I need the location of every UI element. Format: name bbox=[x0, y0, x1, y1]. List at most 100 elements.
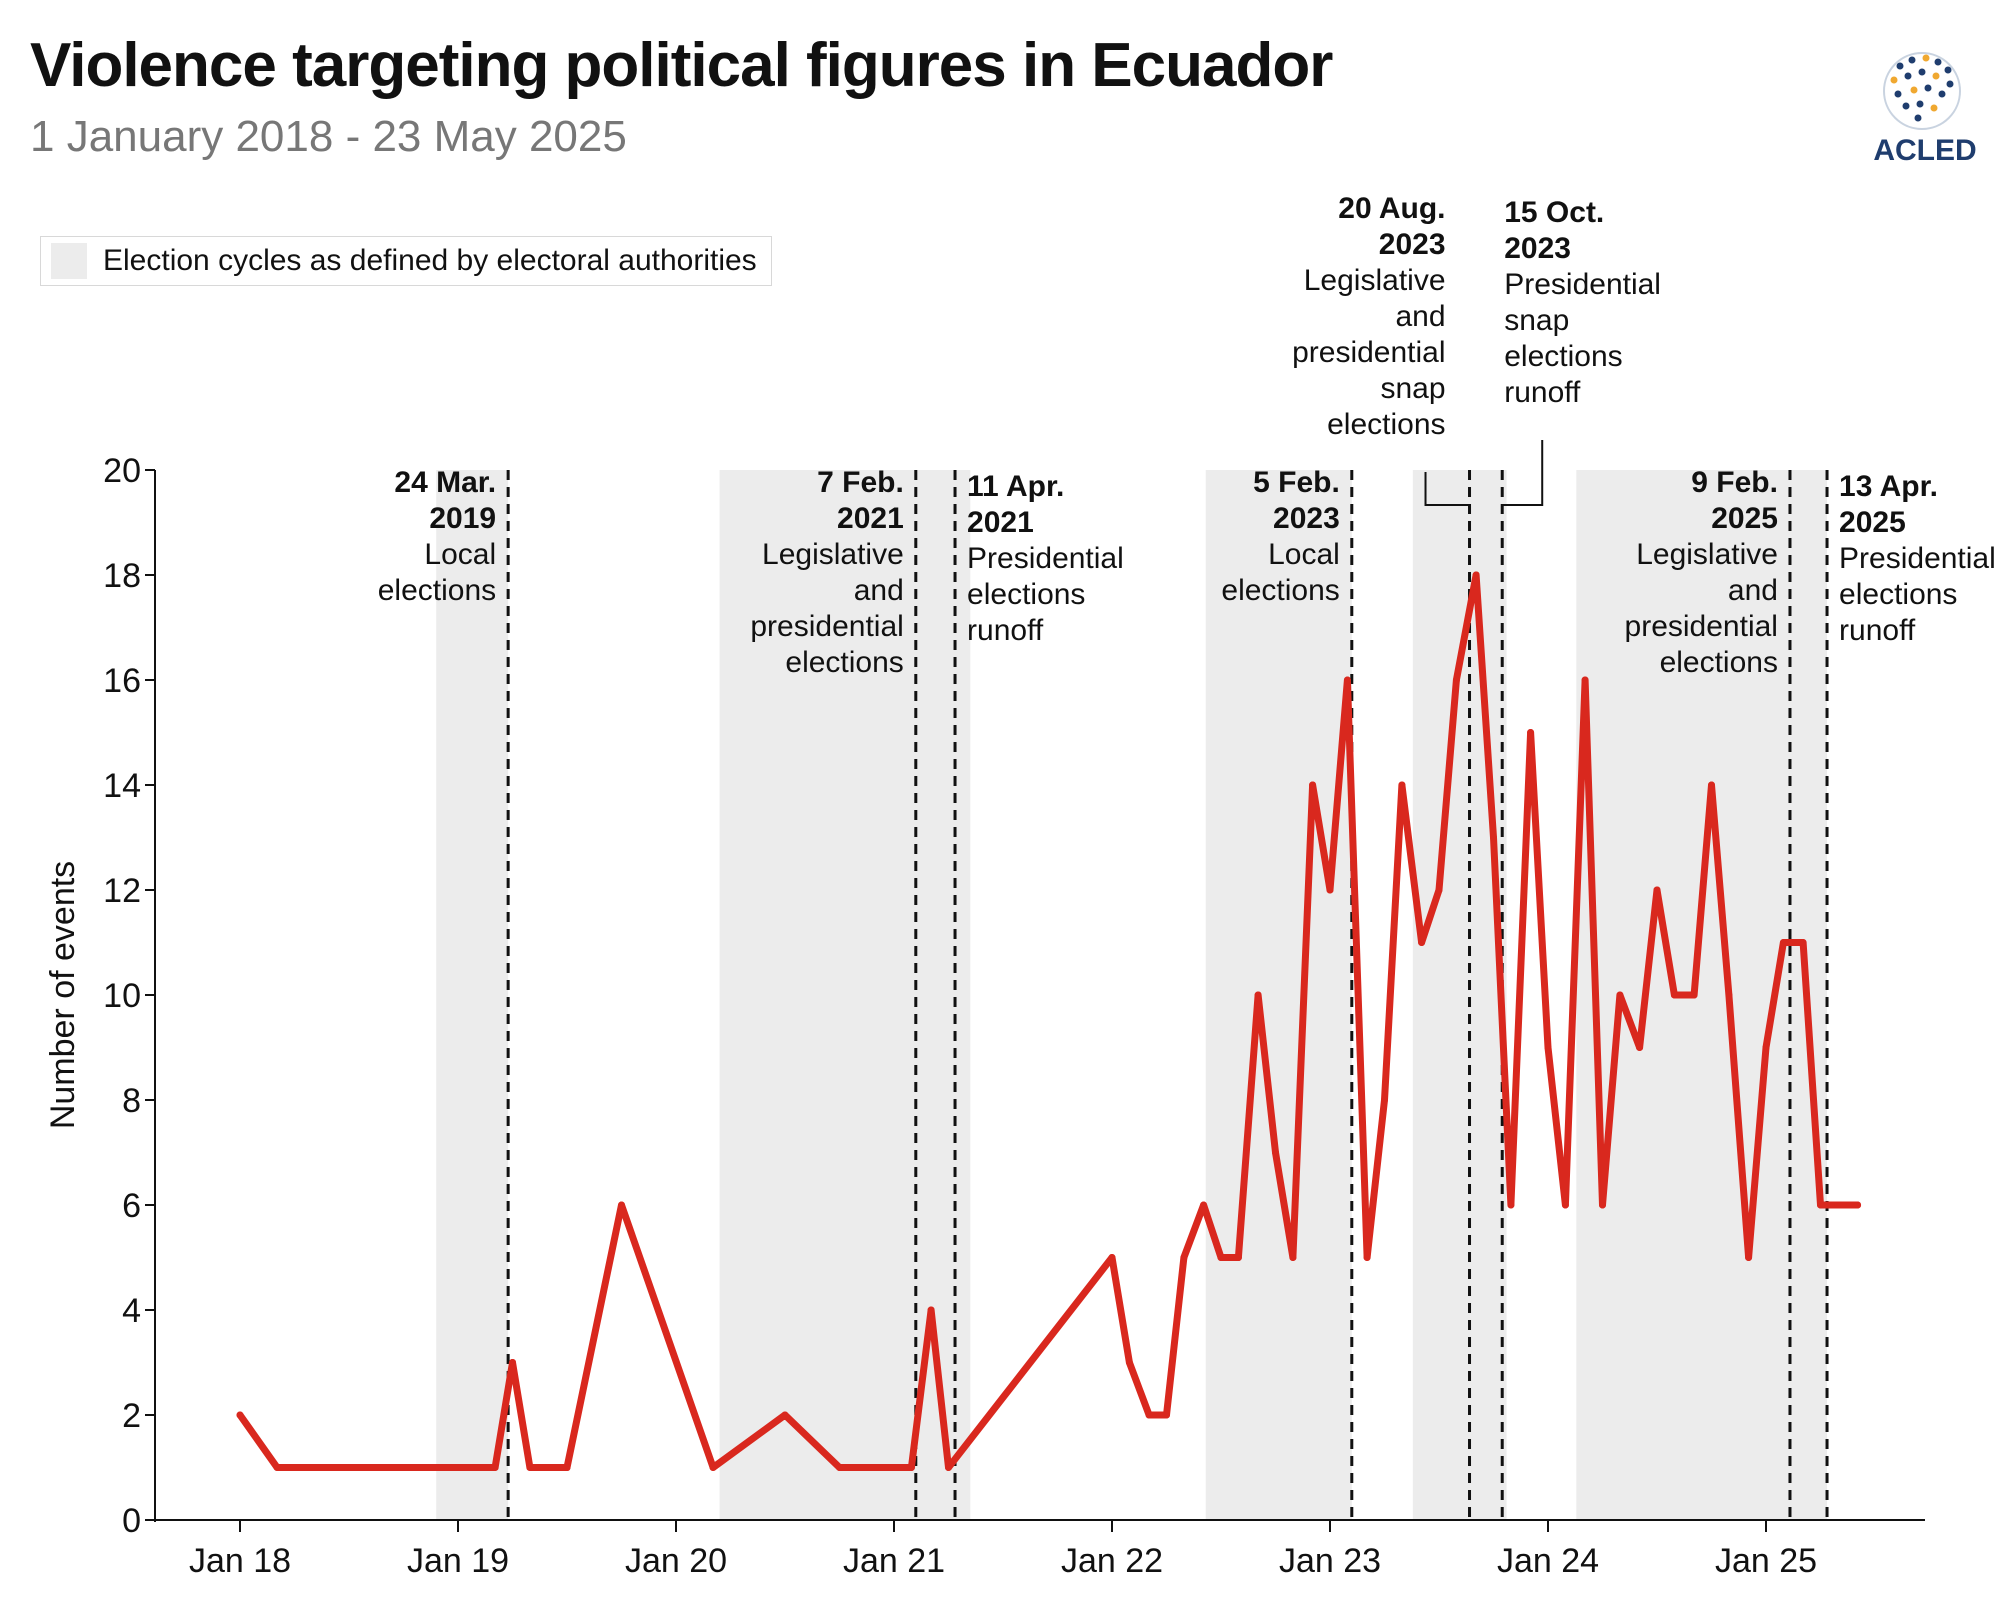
annotation-desc-7-1: elections bbox=[1839, 578, 1957, 611]
data-point-8 bbox=[781, 1411, 789, 1419]
data-point-45 bbox=[1690, 991, 1698, 999]
annotation-date-2: 11 Apr. bbox=[967, 470, 1064, 503]
data-point-1 bbox=[273, 1464, 281, 1471]
annotation-date-7: 13 Apr. bbox=[1839, 470, 1938, 503]
data-point-43 bbox=[1653, 886, 1661, 894]
annotation-year-2: 2021 bbox=[967, 506, 1034, 539]
data-point-29 bbox=[1398, 781, 1406, 789]
annotation-desc-2-2: runoff bbox=[967, 614, 1044, 647]
annotation-leader-5 bbox=[1502, 440, 1544, 506]
data-point-6 bbox=[618, 1201, 625, 1209]
legend-label: Election cycles as defined by electoral … bbox=[103, 244, 757, 277]
annotation-desc-1-3: elections bbox=[785, 646, 903, 679]
data-point-15 bbox=[1145, 1411, 1153, 1419]
x-tick-label-2: Jan 20 bbox=[625, 1542, 727, 1580]
series-layer bbox=[236, 571, 1862, 1471]
logo-text: ACLED bbox=[1873, 134, 1976, 166]
data-point-44 bbox=[1670, 991, 1678, 999]
data-point-3 bbox=[509, 1359, 516, 1366]
annotation-desc-2-0: Presidential bbox=[967, 542, 1124, 575]
annotation-desc-5-1: snap bbox=[1504, 304, 1569, 337]
data-point-13 bbox=[1108, 1254, 1116, 1261]
globe-icon bbox=[1883, 52, 1961, 130]
data-point-21 bbox=[1254, 991, 1262, 999]
data-point-49 bbox=[1762, 1044, 1770, 1051]
annotation-desc-5-2: elections bbox=[1504, 340, 1622, 373]
axes: 0 2 4 6 8 10 12 14 16 18 20 Jan 18 Jan 19 Jan 20 Jan 2… bbox=[44, 452, 1925, 1580]
election-period-0 bbox=[436, 470, 509, 1520]
x-tick-label-6: Jan 24 bbox=[1497, 1542, 1599, 1580]
annotation-desc-6-1: and bbox=[1728, 574, 1778, 607]
data-point-11 bbox=[927, 1306, 935, 1314]
annotation-desc-0-0: Local bbox=[424, 538, 496, 571]
data-point-37 bbox=[1544, 1044, 1552, 1051]
data-point-31 bbox=[1435, 886, 1443, 894]
annotation-year-4: 2023 bbox=[1379, 228, 1446, 261]
y-tick-label-10: 10 bbox=[103, 977, 141, 1015]
y-tick-label-6: 6 bbox=[122, 1187, 141, 1225]
y-tick-label-8: 8 bbox=[122, 1082, 141, 1120]
annotation-date-5: 15 Oct. bbox=[1504, 196, 1604, 229]
annotation-year-1: 2021 bbox=[837, 502, 904, 535]
data-point-0 bbox=[236, 1411, 244, 1419]
y-axis-label: Number of events bbox=[44, 861, 82, 1129]
data-point-48 bbox=[1745, 1254, 1753, 1261]
x-tick-label-5: Jan 23 bbox=[1279, 1542, 1381, 1580]
data-point-39 bbox=[1581, 676, 1589, 684]
annotation-desc-0-1: elections bbox=[378, 574, 496, 607]
data-point-30 bbox=[1418, 939, 1426, 946]
data-point-26 bbox=[1343, 676, 1351, 684]
data-point-28 bbox=[1381, 1096, 1388, 1104]
data-point-4 bbox=[526, 1464, 534, 1471]
annotation-year-7: 2025 bbox=[1839, 506, 1906, 539]
x-tick-label-4: Jan 22 bbox=[1061, 1542, 1163, 1580]
data-point-2 bbox=[491, 1464, 499, 1471]
annotation-date-6: 9 Feb. bbox=[1691, 466, 1778, 499]
data-point-19 bbox=[1217, 1254, 1225, 1261]
acled-logo: ACLED bbox=[1873, 52, 1977, 166]
annotation-year-6: 2025 bbox=[1711, 502, 1778, 535]
annotation-desc-4-1: and bbox=[1395, 300, 1445, 333]
x-tick-label-1: Jan 19 bbox=[407, 1542, 509, 1580]
annotation-desc-4-3: snap bbox=[1380, 372, 1445, 405]
data-point-33 bbox=[1472, 571, 1480, 579]
y-tick-label-18: 18 bbox=[103, 557, 141, 595]
election-period-2 bbox=[1205, 470, 1352, 1520]
data-point-50 bbox=[1779, 939, 1787, 946]
annotation-year-0: 2019 bbox=[429, 502, 496, 535]
data-point-32 bbox=[1452, 676, 1460, 684]
data-point-7 bbox=[709, 1464, 717, 1471]
annotation-desc-1-2: presidential bbox=[750, 610, 903, 643]
annotation-desc-5-0: Presidential bbox=[1504, 268, 1661, 301]
annotation-desc-6-3: elections bbox=[1660, 646, 1778, 679]
annotation-date-4: 20 Aug. bbox=[1338, 192, 1445, 225]
annotation-desc-3-0: Local bbox=[1268, 538, 1340, 571]
annotation-desc-4-4: elections bbox=[1327, 408, 1445, 441]
data-point-17 bbox=[1180, 1254, 1188, 1261]
data-point-51 bbox=[1799, 939, 1807, 946]
legend-swatch bbox=[51, 243, 87, 279]
y-tick-label-4: 4 bbox=[122, 1292, 141, 1330]
data-point-38 bbox=[1561, 1201, 1569, 1209]
data-point-35 bbox=[1507, 1201, 1515, 1209]
data-point-52 bbox=[1817, 1201, 1824, 1209]
data-point-47 bbox=[1725, 991, 1733, 999]
data-point-53 bbox=[1834, 1201, 1842, 1209]
annotation-desc-3-1: elections bbox=[1221, 574, 1339, 607]
data-point-42 bbox=[1636, 1044, 1644, 1051]
data-point-18 bbox=[1200, 1201, 1208, 1209]
annotation-date-1: 7 Feb. bbox=[817, 466, 904, 499]
annotation-leader-4 bbox=[1424, 472, 1470, 506]
annotation-desc-2-1: elections bbox=[967, 578, 1085, 611]
data-point-36 bbox=[1527, 729, 1535, 736]
data-point-14 bbox=[1125, 1359, 1133, 1366]
data-point-40 bbox=[1599, 1201, 1606, 1209]
annotation-desc-5-3: runoff bbox=[1504, 376, 1581, 409]
y-tick-label-20: 20 bbox=[103, 452, 141, 490]
y-tick-label-16: 16 bbox=[103, 662, 141, 700]
y-tick-label-14: 14 bbox=[103, 767, 141, 805]
annotation-year-5: 2023 bbox=[1504, 232, 1571, 265]
data-point-5 bbox=[563, 1464, 571, 1471]
annotation-desc-4-2: presidential bbox=[1292, 336, 1445, 369]
